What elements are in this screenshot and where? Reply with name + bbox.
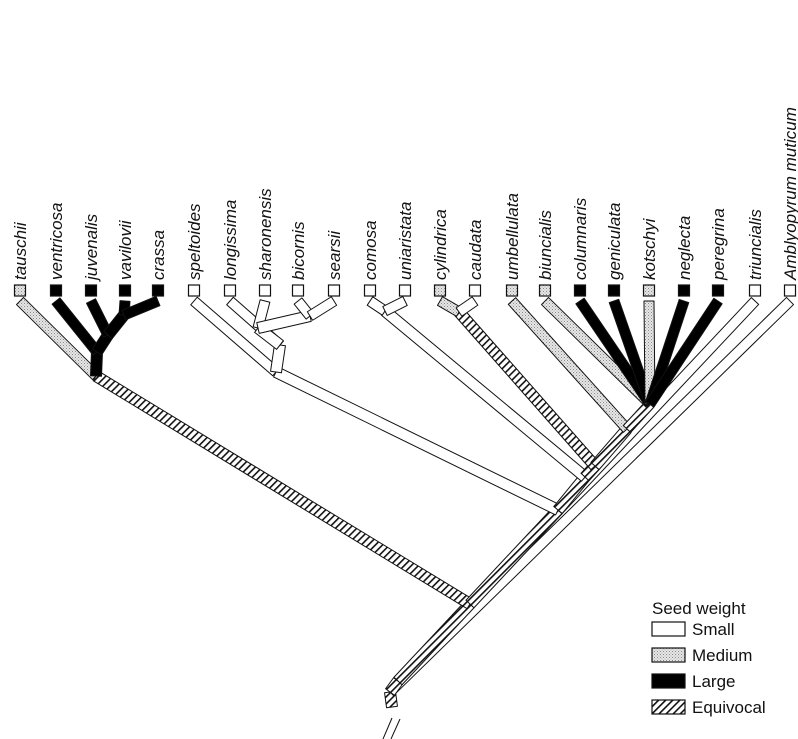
tip-box <box>223 284 237 297</box>
tip-branch <box>306 296 338 321</box>
legend-swatch-medium <box>651 647 686 663</box>
taxon-label: searsii <box>325 230 344 280</box>
taxon-label: triuncialis <box>746 209 765 280</box>
tip-box <box>468 284 482 297</box>
taxon-label: juvenalis <box>82 213 101 282</box>
taxon-label: crassa <box>149 230 168 280</box>
tip-branch <box>643 300 656 405</box>
legend-label-medium: Medium <box>692 646 752 665</box>
internal-branch <box>273 366 561 516</box>
taxon-label: sharonensis <box>256 188 275 280</box>
tip-branch <box>86 298 113 338</box>
tip-branch <box>436 296 463 317</box>
tip-box <box>49 284 63 297</box>
tip-box <box>398 284 412 297</box>
tip-box <box>363 284 377 297</box>
tip-branch <box>645 297 723 408</box>
legend-swatch-small <box>651 621 686 637</box>
legend-label-small: Small <box>692 620 735 639</box>
tip-branch <box>15 296 101 381</box>
tip-state-boxes <box>13 284 797 297</box>
tip-box <box>573 284 587 297</box>
tip-box <box>258 284 272 297</box>
tip-box <box>748 284 762 297</box>
internal-branch <box>393 599 475 686</box>
legend-swatch-equivocal <box>651 699 686 715</box>
taxon-label: neglecta <box>675 216 694 280</box>
root-line <box>390 718 401 739</box>
taxon-label: bicornis <box>289 221 308 280</box>
internal-branch <box>92 370 474 610</box>
taxon-label: Amblyopyrum muticum <box>781 107 798 281</box>
internal-branch <box>270 343 286 374</box>
tip-box <box>433 284 447 297</box>
tip-box <box>538 284 552 297</box>
taxon-label: tauschii <box>11 221 30 280</box>
internal-branch <box>465 505 563 609</box>
tree-branches <box>15 295 794 739</box>
tip-box <box>187 284 201 297</box>
tip-branch <box>366 296 389 316</box>
taxon-label: speltoides <box>185 203 204 280</box>
legend-title: Seed weight <box>652 599 746 618</box>
tip-branch <box>252 299 271 330</box>
taxon-label: columnaris <box>571 197 590 280</box>
tip-box <box>607 284 621 297</box>
tip-box <box>642 284 656 297</box>
tip-box <box>13 284 27 297</box>
taxon-label: cylindrica <box>431 209 450 280</box>
tip-branch <box>608 298 656 407</box>
tip-box <box>291 284 305 297</box>
taxon-labels: tauschii ventricosa juvenalis vavilovii cras… <box>11 107 798 282</box>
legend-label-equivocal: Equivocal <box>692 698 766 717</box>
internal-branch <box>385 677 403 696</box>
legend-swatch-large <box>651 673 686 689</box>
tip-branch <box>121 295 161 321</box>
tip-branch <box>455 296 479 317</box>
taxon-label: longissima <box>221 200 240 280</box>
taxon-label: kotschyi <box>640 217 659 280</box>
tip-box <box>505 284 519 297</box>
tip-box <box>84 284 98 297</box>
taxon-label: biuncialis <box>536 210 555 280</box>
legend: Seed weight Small Medium Large Equivocal <box>651 599 766 717</box>
root-line <box>382 717 393 739</box>
taxon-label: geniculata <box>605 202 624 280</box>
taxon-label: ventricosa <box>47 203 66 280</box>
taxon-label: uniaristata <box>396 202 415 280</box>
taxon-label: comosa <box>361 220 380 280</box>
taxon-label: peregrina <box>709 208 728 281</box>
taxon-label: vavilovii <box>116 219 135 280</box>
taxon-label: umbellulata <box>503 193 522 280</box>
tip-branch <box>51 297 102 356</box>
tip-box <box>327 284 341 297</box>
tip-branch <box>190 296 280 377</box>
taxon-label: caudata <box>466 220 485 281</box>
tip-box <box>677 284 691 297</box>
tip-box <box>151 284 165 297</box>
tip-box <box>711 284 725 297</box>
tip-box <box>118 284 132 297</box>
tip-box <box>783 284 797 297</box>
tip-branch <box>507 297 632 433</box>
legend-label-large: Large <box>692 672 735 691</box>
internal-branch <box>90 351 103 377</box>
